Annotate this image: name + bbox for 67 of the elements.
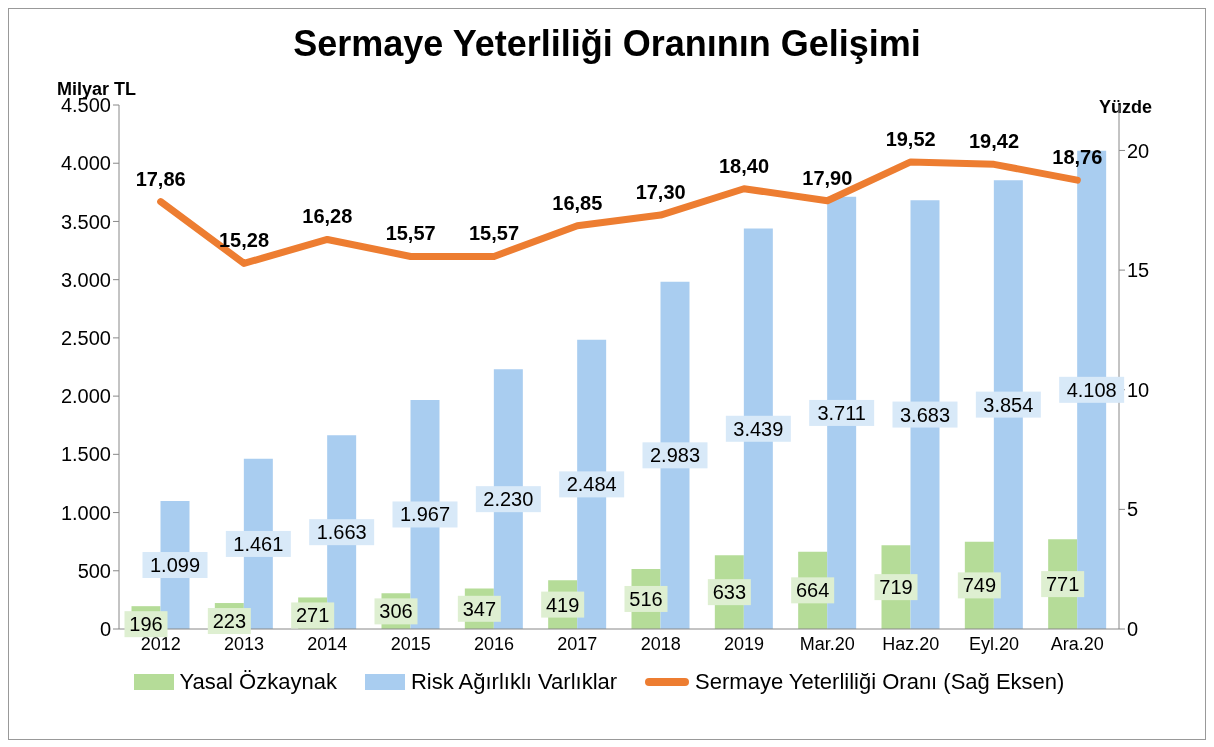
- data-label: 306: [379, 600, 413, 623]
- x-tick-label: 2017: [557, 633, 598, 654]
- data-label: 419: [545, 593, 580, 616]
- data-label: 1.099: [149, 554, 201, 577]
- legend-label: Risk Ağırlıklı Varlıklar: [409, 669, 618, 695]
- y2-tick-label: 20: [1127, 139, 1150, 162]
- data-label: 18,40: [718, 154, 770, 177]
- data-label: 16,28: [302, 205, 353, 228]
- data-label: 2.484: [566, 473, 617, 496]
- x-tick-label: 2012: [140, 633, 181, 654]
- data-label: 15,28: [218, 229, 270, 252]
- x-tick-label: 2013: [223, 633, 265, 654]
- data-label: 15,57: [385, 222, 436, 245]
- data-label: 3.711: [817, 401, 866, 424]
- x-tick-label: Haz.20: [882, 633, 940, 654]
- x-tick-label: 2014: [307, 633, 348, 654]
- y-tick-label: 4.000: [60, 152, 111, 175]
- chart-title: Sermaye Yeterliliği Oranının Gelişimi: [292, 23, 922, 65]
- data-label: 15,57: [468, 222, 520, 245]
- data-label: 271: [295, 604, 330, 627]
- x-tick-label: 2015: [390, 633, 431, 654]
- legend-label: Sermaye Yeterliliği Oranı (Sağ Eksen): [694, 669, 1065, 695]
- y2-tick-label: 5: [1127, 498, 1139, 521]
- data-label: 1.461: [233, 532, 284, 555]
- x-tick-label: Eyl.20: [968, 633, 1020, 654]
- y2-tick-label: 15: [1127, 259, 1150, 282]
- data-label: 516: [629, 587, 663, 610]
- y2-axis-title: Yüzde: [1099, 97, 1153, 118]
- y-tick-label: 2.000: [60, 385, 111, 408]
- data-label: 633: [712, 581, 747, 604]
- data-label: 17,90: [802, 166, 853, 189]
- y2-tick-label: 10: [1127, 378, 1150, 401]
- data-label: 1.663: [316, 521, 367, 544]
- data-label: 347: [462, 597, 497, 620]
- y-tick-label: 2.500: [60, 326, 111, 349]
- x-tick-label: Ara.20: [1050, 633, 1104, 654]
- x-tick-label: Mar.20: [799, 633, 855, 654]
- data-label: 16,85: [552, 191, 603, 214]
- x-tick-label: 2016: [473, 633, 515, 654]
- data-label: 17,30: [635, 181, 686, 204]
- y-tick-label: 3.500: [60, 210, 111, 233]
- data-label: 3.683: [899, 403, 951, 426]
- data-label: 17,86: [135, 167, 186, 190]
- y-tick-label: 1.500: [60, 443, 111, 466]
- data-label: 1.967: [399, 503, 451, 526]
- data-label: 19,52: [885, 127, 936, 150]
- data-label: 18,76: [1052, 146, 1103, 169]
- data-label: 223: [212, 610, 247, 633]
- legend-label: Yasal Özkaynak: [178, 669, 337, 695]
- data-label: 3.439: [733, 417, 784, 440]
- x-tick-label: 2019: [723, 633, 765, 654]
- y-tick-label: 0: [99, 618, 111, 641]
- data-label: 3.854: [983, 393, 1034, 416]
- y-tick-label: 500: [77, 559, 111, 582]
- data-label: 749: [962, 574, 997, 597]
- data-label: 719: [879, 576, 913, 599]
- data-label: 196: [129, 613, 163, 636]
- data-label: 771: [1045, 573, 1080, 596]
- y2-tick-label: 0: [1127, 618, 1139, 641]
- data-label: 2.983: [649, 444, 701, 467]
- y-tick-label: 1.000: [60, 501, 111, 524]
- y-tick-label: 3.000: [60, 268, 111, 291]
- data-label: 4.108: [1066, 378, 1117, 401]
- data-label: 664: [795, 579, 830, 602]
- data-label: 2.230: [483, 488, 534, 511]
- x-tick-label: 2018: [640, 633, 681, 654]
- data-label: 19,42: [968, 130, 1020, 153]
